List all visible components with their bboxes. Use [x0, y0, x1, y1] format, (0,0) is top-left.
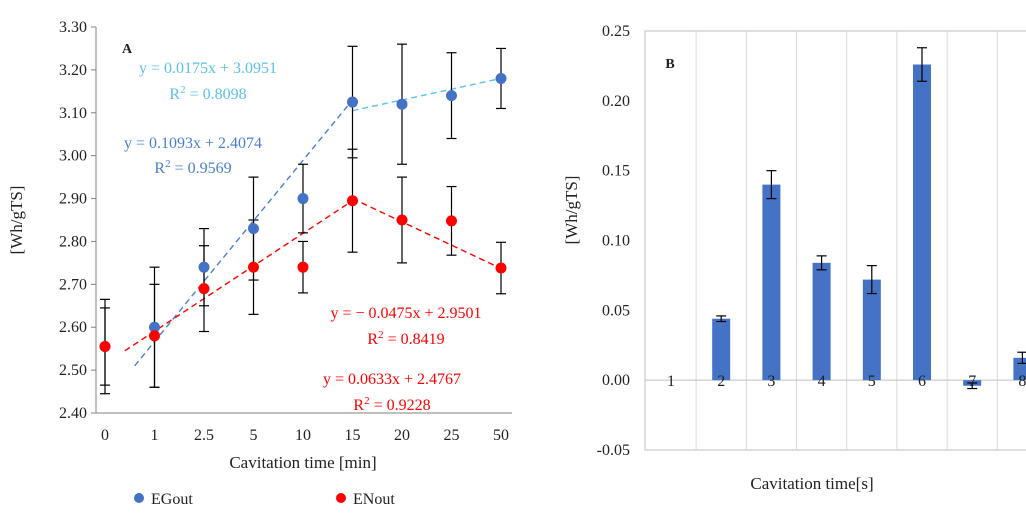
panel-a-legend-label-egout: EGout [151, 491, 193, 508]
panel-a-point-enout [446, 215, 457, 227]
panel-b-bar [762, 184, 781, 381]
panel-a-trendline [352, 197, 502, 270]
panel-a-point-egout [149, 321, 160, 333]
panel-b-y-tick-label: 0.25 [602, 23, 630, 40]
panel-a-y-tick-label: 2.70 [59, 276, 87, 293]
panel-a-legend-marker-egout [134, 493, 144, 503]
panel-a-trendline-equation: y = 0.0633x + 2.4767 [323, 371, 461, 388]
panel-a-legend-marker-enout [336, 493, 346, 503]
panel-a-trendline-r2: R2 = 0.8419 [367, 329, 444, 348]
panel-a-trendline-r2: R2 = 0.9228 [353, 395, 430, 414]
panel-b-bar [712, 318, 731, 381]
panel-a-x-tick-label: 15 [345, 427, 361, 444]
panel-a-point-egout [248, 223, 259, 235]
panel-a-point-enout [297, 261, 309, 273]
panel-a-x-tick-label: 50 [493, 427, 509, 444]
panel-b-y-tick-label: 0.15 [602, 163, 630, 180]
panel-b-x-tick-label: 1 [667, 373, 675, 390]
panel-a-label: A [122, 42, 133, 57]
panel-b-y-tick-label: 0.05 [602, 302, 630, 319]
panel-a-y-tick-label: 3.00 [59, 148, 87, 165]
panel-a-point-enout [248, 261, 259, 273]
panel-a-y-tick-label: 2.90 [59, 191, 87, 208]
panel-b-y-tick-label: 0.20 [602, 93, 630, 110]
panel-a-trendline [124, 200, 353, 352]
panel-b-error-bar [866, 265, 877, 295]
panel-a-point-egout [495, 72, 507, 84]
panel-a-point-enout [149, 330, 160, 342]
panel-b-x-tick-label: 8 [1018, 373, 1026, 390]
panel-a-point-enout [495, 262, 507, 274]
panel-a-x-axis-label: Cavitation time [min] [229, 453, 376, 472]
panel-a-trendline-r2: R2 = 0.9569 [154, 158, 231, 177]
panel-a-y-tick-label: 2.80 [59, 233, 87, 250]
panel-a-trendline-r2: R2 = 0.8098 [169, 84, 246, 103]
panel-b-y-tick-label: 0.00 [602, 372, 630, 389]
panel-b-error-bar [816, 255, 827, 271]
panel-a-x-tick-label: 25 [444, 427, 460, 444]
panel-a-y-tick-label: 3.10 [59, 105, 87, 122]
panel-b-x-tick-label: 7 [968, 373, 976, 390]
panel-a-trendline [134, 99, 354, 367]
panel-b-x-tick-label: 5 [868, 373, 876, 390]
panel-a-trendline-equation: y = 0.0175x + 3.0951 [139, 60, 277, 77]
panel-a-point-egout [198, 261, 210, 273]
panel-a-point-egout [396, 98, 408, 110]
panel-b-x-tick-label: 3 [767, 373, 775, 390]
panel-b-x-tick-label: 2 [717, 373, 725, 390]
panel-b-y-axis-label: [Wh/gTS] [562, 176, 581, 245]
panel-b-label: B [665, 57, 674, 72]
panel-b-y-tick-label: -0.05 [597, 442, 630, 459]
panel-a-point-egout [297, 193, 309, 205]
panel-a-point-enout [99, 341, 111, 353]
panel-b-bar [862, 279, 881, 381]
panel-a-trendline-equation: y = − 0.0475x + 2.9501 [330, 305, 481, 322]
panel-a-point-egout [347, 96, 358, 108]
panel-b-error-bar [766, 170, 777, 200]
panel-a-y-tick-label: 2.40 [59, 405, 87, 422]
panel-a-x-tick-label: 10 [295, 427, 311, 444]
panel-a-point-enout [198, 283, 210, 295]
panel-a-x-tick-label: 0 [101, 427, 109, 444]
panel-a-y-axis-label: [Wh/gTS] [7, 186, 26, 255]
panel-a-point-egout [446, 90, 457, 102]
panel-a-legend-label-enout: ENout [353, 491, 395, 508]
panel-a-y-tick-label: 3.30 [59, 19, 87, 36]
panel-a-x-tick-label: 2.5 [194, 427, 214, 444]
panel-a-y-tick-label: 2.50 [59, 362, 87, 379]
panel-a-x-tick-label: 20 [394, 427, 410, 444]
panel-a-y-tick-label: 3.20 [59, 62, 87, 79]
panel-a-trendline [352, 77, 502, 112]
panel-a-point-enout [396, 214, 408, 226]
panel-b-error-bar [967, 382, 978, 390]
panel-b-error-bar [917, 47, 927, 82]
panel-a-x-tick-label: 5 [250, 427, 258, 444]
panel-b-x-axis-label: Cavitation time[s] [750, 474, 873, 493]
panel-a-trendline-equation: y = 0.1093x + 2.4074 [124, 135, 262, 152]
panel-b-x-tick-label: 6 [918, 373, 926, 390]
panel-b-bar [812, 262, 831, 381]
panel-b-y-tick-label: 0.10 [602, 233, 630, 250]
panel-b-plot-area [644, 30, 1026, 451]
panel-b-bar [913, 64, 931, 381]
panel-a-y-tick-label: 2.60 [59, 319, 87, 336]
panel-b-error-bar [716, 315, 727, 323]
panel-a-x-tick-label: 1 [151, 427, 159, 444]
panel-b-x-tick-label: 4 [818, 373, 826, 390]
panel-a-point-enout [347, 195, 358, 207]
